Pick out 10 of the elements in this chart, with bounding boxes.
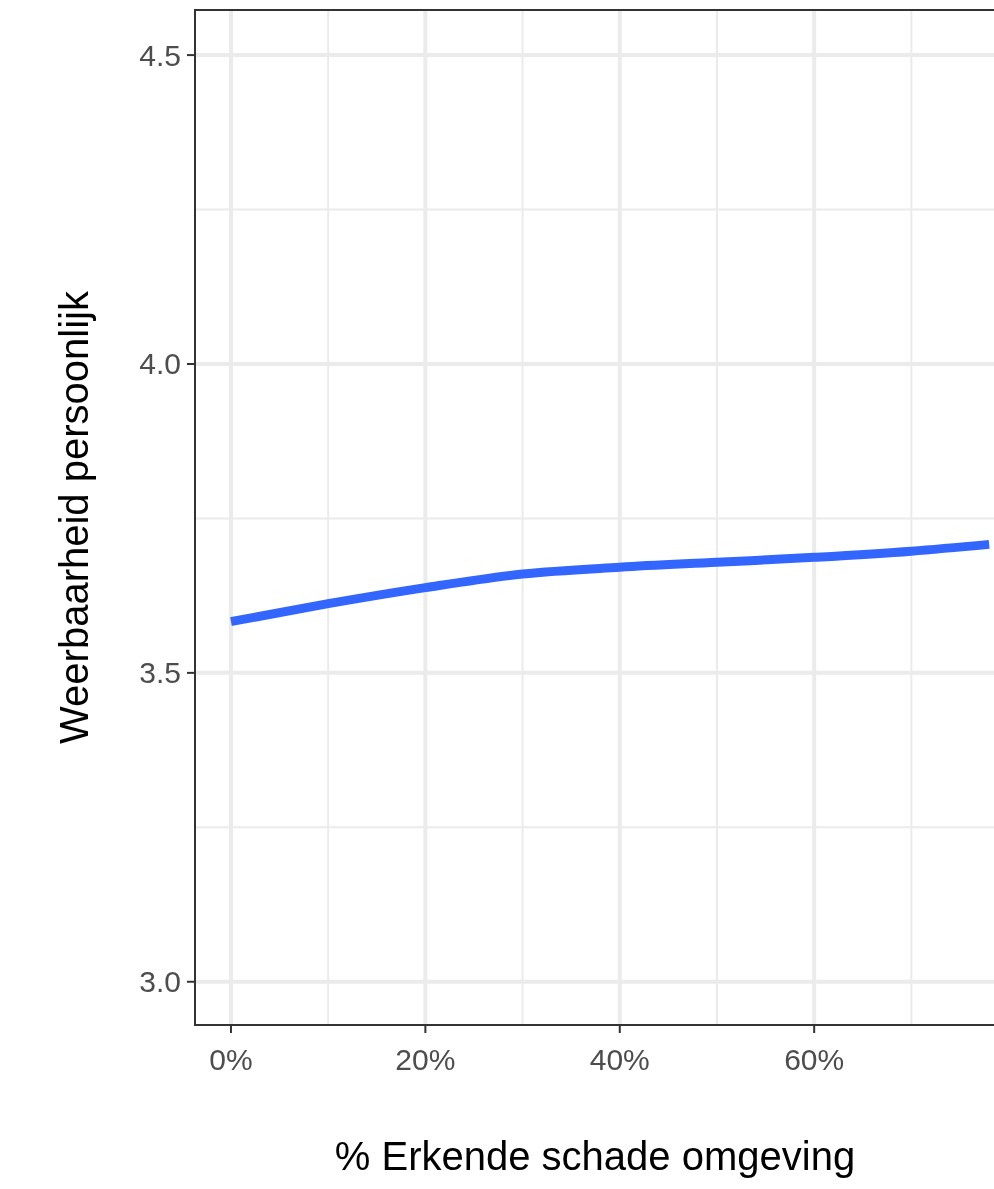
x-axis-title: % Erkende schade omgeving xyxy=(334,1134,856,1178)
x-tick-label: 20% xyxy=(395,1043,456,1076)
y-tick-label: 4.5 xyxy=(139,38,181,72)
x-tick-label: 60% xyxy=(784,1043,845,1076)
y-axis-title: Weerbaarheid persoonlijk xyxy=(52,290,96,744)
y-tick-label: 4.0 xyxy=(139,347,181,381)
y-tick-label: 3.5 xyxy=(139,656,181,690)
y-tick-label: 3.0 xyxy=(139,965,181,999)
x-tick-label: 40% xyxy=(589,1043,650,1076)
x-tick-label: 0% xyxy=(209,1043,253,1076)
